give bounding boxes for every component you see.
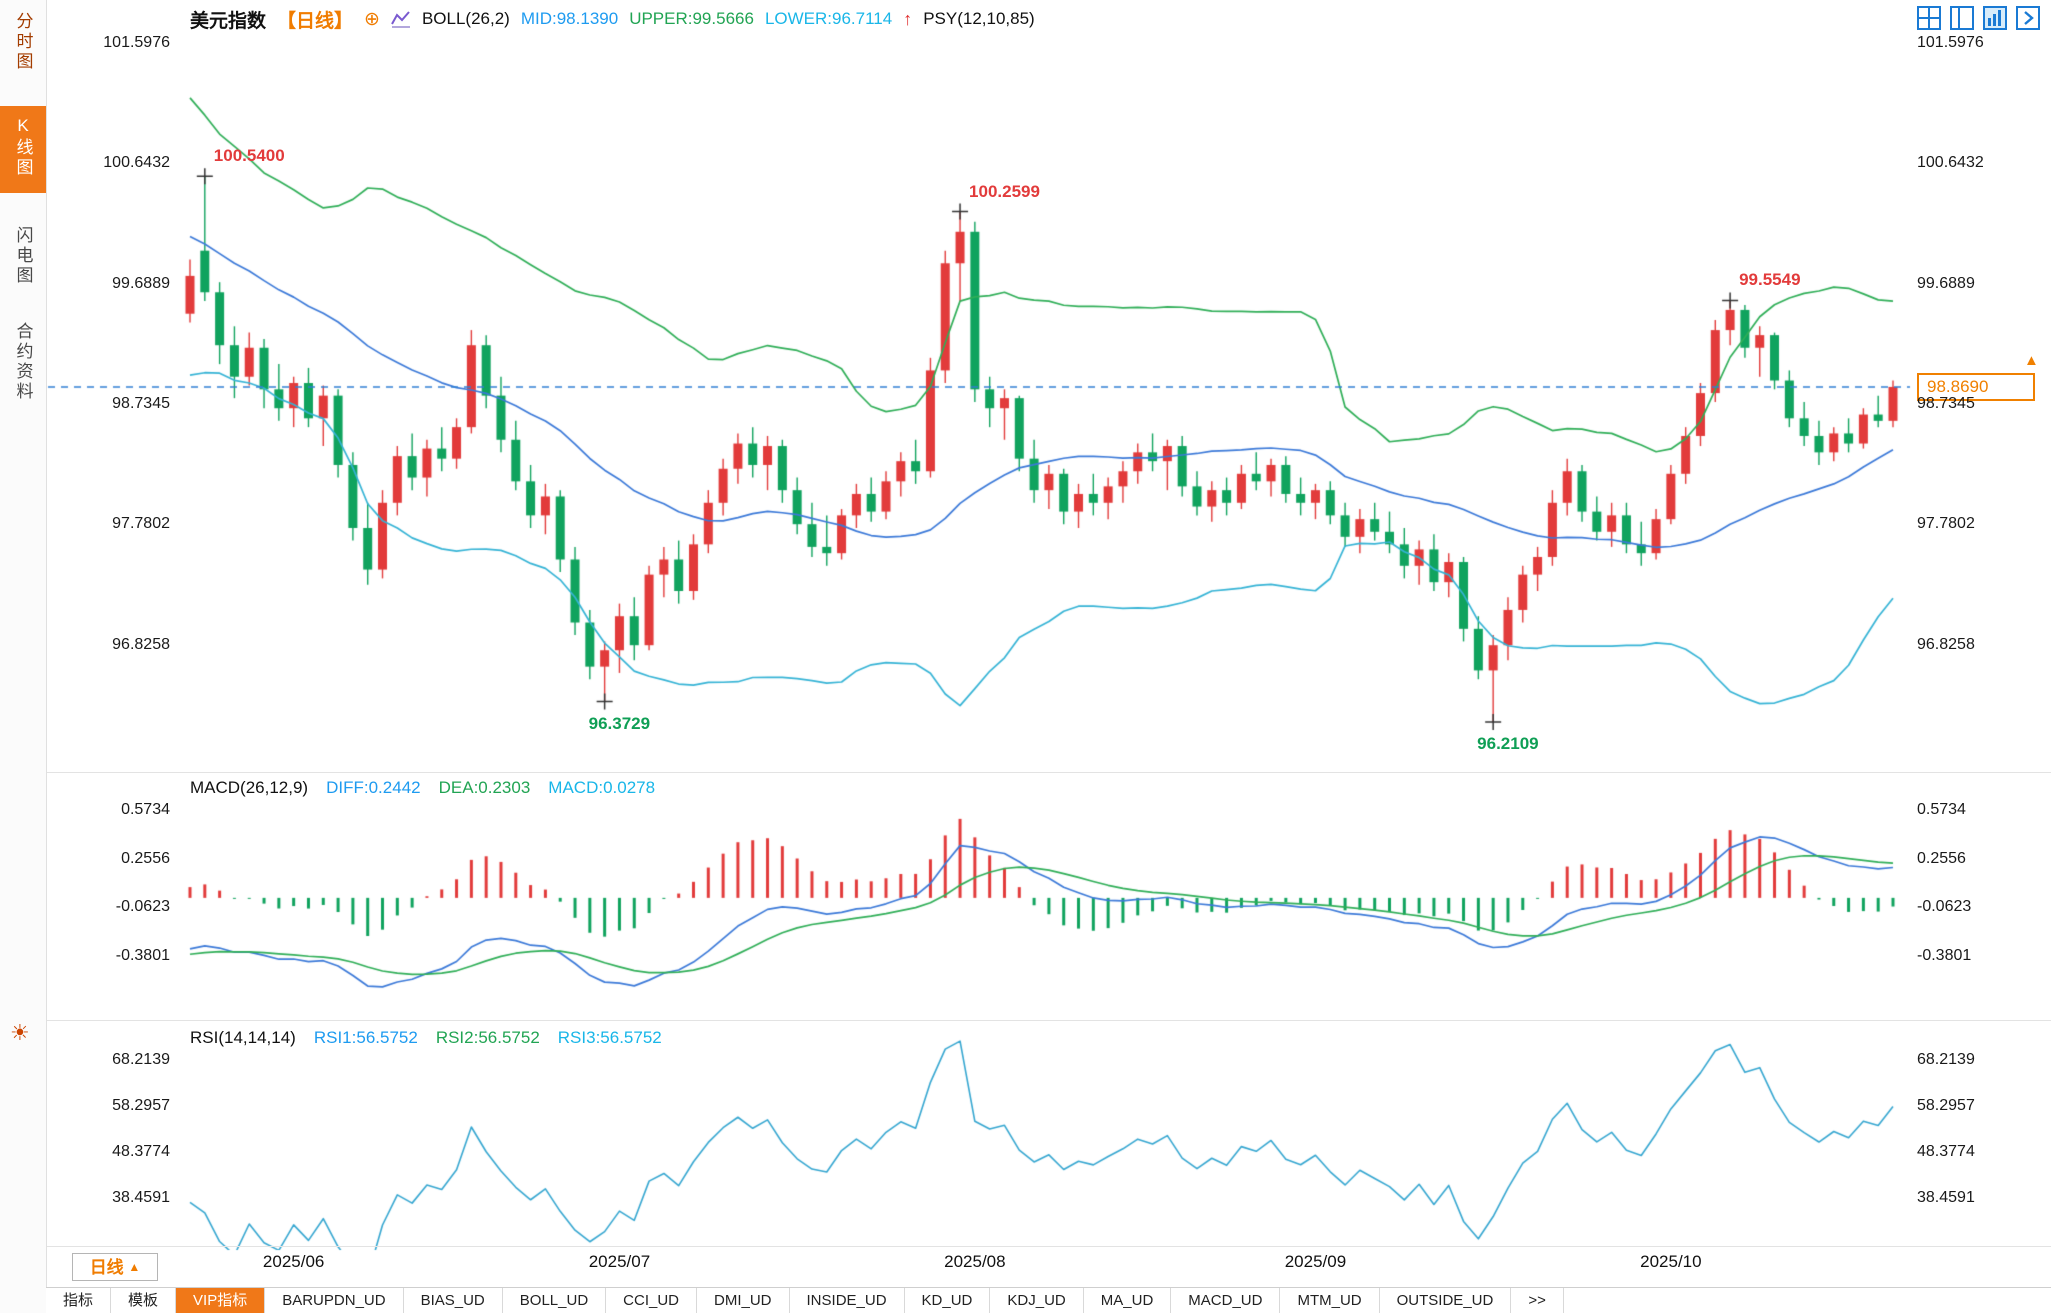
indicator-line-icon xyxy=(391,9,411,29)
bottom-tab[interactable]: CCI_UD xyxy=(606,1288,697,1313)
indicator-tab-bar: 指标 模板 VIP指标 BARUPDN_UD BIAS_UD BOLL_UD CCI_UD D… xyxy=(46,1287,2051,1313)
bottom-tab[interactable]: >> xyxy=(1511,1288,1564,1313)
layout-split-icon[interactable] xyxy=(1949,5,1975,31)
bottom-tab[interactable]: INSIDE_UD xyxy=(790,1288,905,1313)
sidebar-item-contract-info[interactable]: 合约资料 xyxy=(0,322,46,407)
bottom-tab[interactable]: 指标 xyxy=(46,1288,112,1313)
period-arrow-icon: ▲ xyxy=(128,1260,141,1274)
bottom-tab[interactable]: BOLL_UD xyxy=(503,1288,607,1313)
rsi1-value: RSI1:56.5752 xyxy=(313,1028,418,1047)
panel-separator xyxy=(46,772,2051,773)
layout-chart-icon[interactable] xyxy=(1982,5,2008,31)
sidebar-item-kline-chart[interactable]: K线图 xyxy=(0,106,46,193)
sidebar-item-label: 分时图 xyxy=(13,12,33,72)
layout-next-icon[interactable] xyxy=(2015,5,2041,31)
psy-arrow-icon: ↑ xyxy=(903,8,913,29)
macd-label: MACD(26,12,9) xyxy=(190,778,309,797)
macd-dea-value: DEA:0.2303 xyxy=(438,778,531,797)
macd-macd-value: MACD:0.0278 xyxy=(548,778,656,797)
bottom-tab[interactable]: MA_UD xyxy=(1084,1288,1172,1313)
boll-upper-value: UPPER:99.5666 xyxy=(629,9,754,28)
macd-panel-header: MACD(26,12,9) DIFF:0.2442 DEA:0.2303 MAC… xyxy=(190,778,655,798)
rsi-label: RSI(14,14,14) xyxy=(190,1028,296,1047)
bottom-tab[interactable]: BIAS_UD xyxy=(404,1288,503,1313)
boll-mid-value: MID:98.1390 xyxy=(520,9,619,28)
left-sidebar: 分时图 K线图 闪电图 合约资料 ☀ xyxy=(0,0,47,1313)
bottom-tab[interactable]: DMI_UD xyxy=(697,1288,790,1313)
bottom-tab[interactable]: MTM_UD xyxy=(1280,1288,1380,1313)
sidebar-item-label: 闪电图 xyxy=(13,226,33,286)
rsi-panel-header: RSI(14,14,14) RSI1:56.5752 RSI2:56.5752 … xyxy=(190,1028,662,1048)
bottom-tab[interactable]: MACD_UD xyxy=(1171,1288,1281,1313)
bottom-tab[interactable]: 模板 xyxy=(111,1288,177,1313)
sidebar-item-flash-chart[interactable]: 闪电图 xyxy=(0,226,46,291)
bottom-tab[interactable]: OUTSIDE_UD xyxy=(1380,1288,1512,1313)
bottom-tab[interactable]: VIP指标 xyxy=(176,1288,266,1313)
bottom-tab[interactable]: KD_UD xyxy=(905,1288,991,1313)
chart-header: 美元指数 【日线】 ⊕ BOLL(26,2) MID:98.1390 UPPER… xyxy=(46,0,1046,38)
rsi2-value: RSI2:56.5752 xyxy=(435,1028,540,1047)
period-selector[interactable]: 日线 ▲ xyxy=(72,1253,158,1281)
sidebar-item-label: K线图 xyxy=(13,116,33,178)
macd-diff-value: DIFF:0.2442 xyxy=(326,778,421,797)
rsi3-value: RSI3:56.5752 xyxy=(557,1028,662,1047)
boll-lower-value: LOWER:96.7114 xyxy=(764,9,893,28)
add-icon[interactable]: ⊕ xyxy=(364,8,380,30)
instrument-title: 美元指数 xyxy=(190,10,267,32)
psy-label: PSY(12,10,85) xyxy=(923,9,1035,28)
current-price-tag: 98.8690 xyxy=(1917,373,2035,401)
panel-separator xyxy=(46,1020,2051,1021)
period-tag: 【日线】 xyxy=(277,10,354,32)
bottom-tab[interactable]: BARUPDN_UD xyxy=(265,1288,404,1313)
bottom-tab[interactable]: KDJ_UD xyxy=(990,1288,1084,1313)
latest-price-marker-icon[interactable]: ▲ xyxy=(2024,352,2039,369)
boll-label: BOLL(26,2) xyxy=(421,9,510,28)
sidebar-item-time-chart[interactable]: 分时图 xyxy=(0,12,46,77)
sidebar-item-label: 合约资料 xyxy=(13,322,33,402)
period-label: 日线 xyxy=(89,1258,124,1277)
theme-sun-icon[interactable]: ☀ xyxy=(10,1020,30,1045)
panel-separator xyxy=(46,1246,2051,1247)
layout-grid-icon[interactable] xyxy=(1916,5,1942,31)
layout-toolbar xyxy=(1916,5,2041,31)
